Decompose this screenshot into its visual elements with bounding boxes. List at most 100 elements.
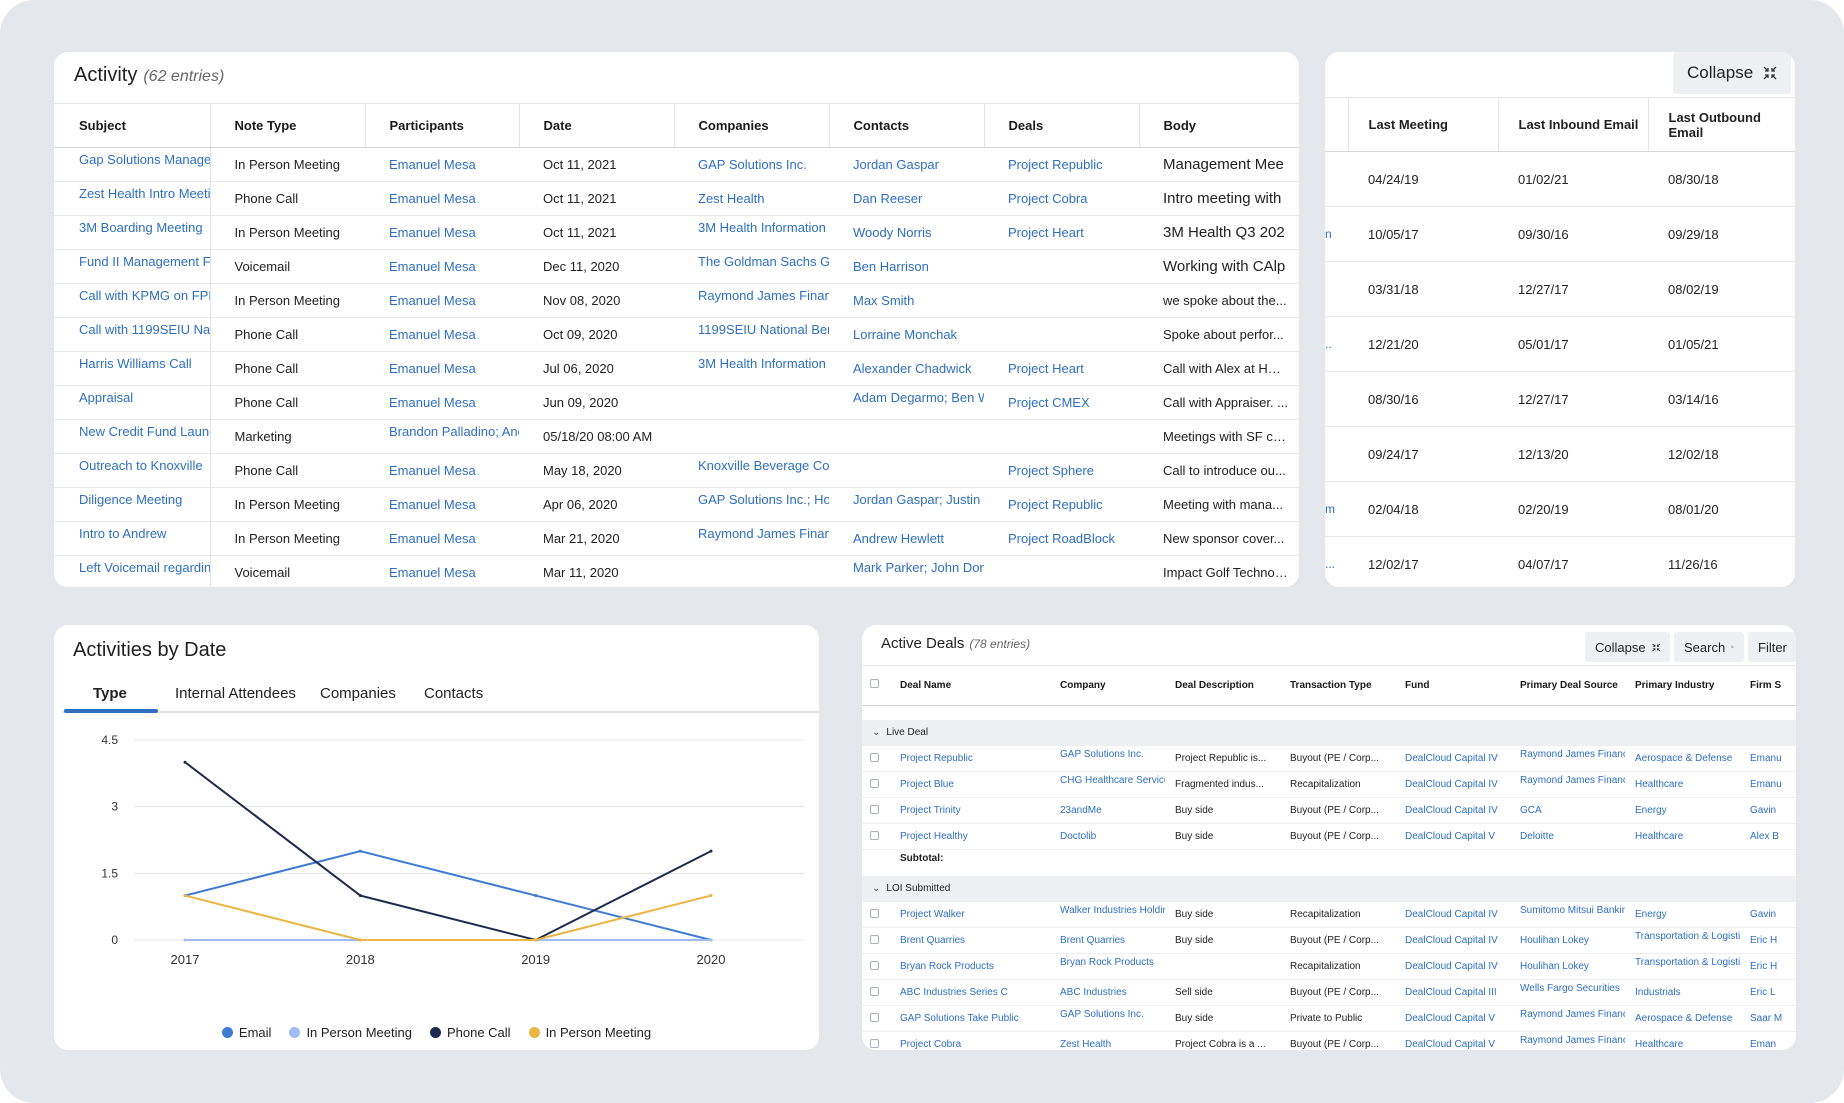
activity-contacts[interactable]: Mark Parker; John Donahue: [829, 555, 984, 587]
deal-name[interactable]: Project Blue: [890, 771, 1050, 798]
deal-name[interactable]: GAP Solutions Take Public: [890, 1005, 1050, 1032]
activity-companies[interactable]: 1199SEIU National Benefit: [674, 317, 829, 352]
activity-contacts[interactable]: Adam Degarmo; Ben W: [829, 385, 984, 420]
activity-contacts[interactable]: Max Smith: [829, 283, 984, 318]
primary-industry[interactable]: Aerospace & Defense: [1625, 1005, 1740, 1032]
tab-internal-attendees[interactable]: Internal Attendees: [175, 685, 296, 702]
activity-col-header[interactable]: Date: [518, 103, 674, 148]
contacts-row[interactable]: m 02/04/18 02/20/19 08/01/20: [1325, 481, 1795, 537]
firm-source[interactable]: Emanu: [1740, 745, 1796, 772]
deals-col-header[interactable]: Transaction Type: [1280, 665, 1395, 706]
activity-subject[interactable]: Fund II Management Fee: [54, 249, 211, 284]
contacts-row[interactable]: 04/24/19 01/02/21 08/30/18: [1325, 151, 1795, 207]
deal-group-row[interactable]: ⌄ LOI Submitted: [862, 867, 1796, 902]
deals-col-header[interactable]: Deal Description: [1165, 665, 1280, 706]
primary-industry[interactable]: Energy: [1625, 901, 1740, 928]
primary-industry[interactable]: Transportation & Logistics: [1625, 927, 1740, 954]
activity-participants[interactable]: Emanuel Mesa: [365, 555, 519, 587]
activity-deals[interactable]: [984, 317, 1139, 352]
activity-row[interactable]: Harris Williams Call Phone Call Emanuel Me…: [54, 351, 1299, 386]
deal-company[interactable]: Bryan Rock Products: [1050, 953, 1165, 980]
activity-companies[interactable]: 3M Health Information: [674, 215, 829, 250]
activity-deals[interactable]: [984, 555, 1139, 587]
fund[interactable]: DealCloud Capital IV: [1395, 927, 1510, 954]
deal-name[interactable]: Project Trinity: [890, 797, 1050, 824]
activity-col-header[interactable]: Deals: [983, 103, 1139, 148]
activity-participants[interactable]: Emanuel Mesa: [365, 283, 519, 318]
select-all-checkbox[interactable]: [870, 679, 879, 688]
row-checkbox[interactable]: [870, 804, 879, 814]
data-point[interactable]: [183, 760, 187, 764]
activity-row[interactable]: Diligence Meeting In Person Meeting Emanue…: [54, 487, 1299, 522]
activity-contacts[interactable]: Jordan Gaspar: [829, 147, 984, 182]
activity-subject[interactable]: Call with 1199SEIU National: [54, 317, 211, 352]
contacts-col-header[interactable]: [1325, 97, 1348, 152]
activity-contacts[interactable]: Woody Norris: [829, 215, 984, 250]
activity-row[interactable]: Intro to Andrew In Person Meeting Emanuel …: [54, 521, 1299, 556]
activity-participants[interactable]: Emanuel Mesa: [365, 147, 519, 182]
deal-group-header[interactable]: ⌄ Live Deal: [862, 711, 1796, 746]
activity-contacts[interactable]: Ben Harrison: [829, 249, 984, 284]
deal-row[interactable]: Brent Quarries Brent Quarries Buy side Buyo…: [862, 927, 1796, 954]
activity-contacts[interactable]: [829, 453, 984, 488]
activity-deals[interactable]: Project Republic: [984, 487, 1139, 522]
activity-contacts[interactable]: Jordan Gaspar; Justin Ro: [829, 487, 984, 522]
row-checkbox-cell[interactable]: [862, 1031, 890, 1050]
primary-industry[interactable]: Healthcare: [1625, 823, 1740, 850]
activity-row[interactable]: Fund II Management FeeVoicemailEmanuel M…: [54, 249, 1299, 284]
deal-name[interactable]: Project Cobra: [890, 1031, 1050, 1050]
primary-industry[interactable]: Energy: [1625, 797, 1740, 824]
activity-col-header[interactable]: Note Type: [209, 103, 365, 148]
deal-group-header[interactable]: ⌄ LOI Submitted: [862, 867, 1796, 902]
activity-subject[interactable]: Outreach to Knoxville: [54, 453, 211, 488]
row-checkbox-cell[interactable]: [862, 1005, 890, 1032]
firm-source[interactable]: Alex B: [1740, 823, 1796, 850]
deal-row[interactable]: Project Blue CHG Healthcare Services Fragm…: [862, 771, 1796, 798]
activity-subject[interactable]: Diligence Meeting: [54, 487, 211, 522]
activity-col-header[interactable]: Body: [1138, 103, 1299, 148]
row-checkbox[interactable]: [870, 908, 879, 918]
row-checkbox[interactable]: [870, 934, 879, 944]
legend-item[interactable]: In Person Meeting: [528, 1025, 651, 1040]
deals-col-header[interactable]: Company: [1050, 665, 1165, 706]
activity-companies[interactable]: [674, 555, 829, 587]
activity-participants[interactable]: Emanuel Mesa: [365, 453, 519, 488]
activity-companies[interactable]: GAP Solutions Inc.; Hou: [674, 487, 829, 522]
primary-deal-source[interactable]: Houlihan Lokey: [1510, 953, 1625, 980]
deal-company[interactable]: GAP Solutions Inc.: [1050, 745, 1165, 772]
deal-group-row[interactable]: ⌄ Live Deal: [862, 711, 1796, 746]
row-checkbox-cell[interactable]: [862, 823, 890, 850]
data-point[interactable]: [709, 894, 713, 898]
activity-deals[interactable]: Project Sphere: [984, 453, 1139, 488]
fund[interactable]: DealCloud Capital IV: [1395, 745, 1510, 772]
row-checkbox[interactable]: [870, 1012, 879, 1022]
deal-row[interactable]: Project Republic GAP Solutions Inc. Projec…: [862, 745, 1796, 772]
activity-deals[interactable]: [984, 249, 1139, 284]
activity-deals[interactable]: Project RoadBlock: [984, 521, 1139, 556]
deals-filter-button[interactable]: Filter: [1748, 632, 1796, 662]
deal-company[interactable]: Zest Health: [1050, 1031, 1165, 1050]
activity-deals[interactable]: Project Cobra: [984, 181, 1139, 216]
row-checkbox-cell[interactable]: [862, 771, 890, 798]
primary-industry[interactable]: Aerospace & Defense: [1625, 745, 1740, 772]
contacts-col-header[interactable]: Last Outbound Email: [1647, 97, 1795, 152]
activity-subject[interactable]: Left Voicemail regarding: [54, 555, 211, 587]
activity-col-header[interactable]: Participants: [364, 103, 519, 148]
activity-row[interactable]: Call with 1199SEIU NationalPhone CallEma…: [54, 317, 1299, 352]
firm-source[interactable]: Eric L: [1740, 979, 1796, 1006]
activity-companies[interactable]: The Goldman Sachs Group: [674, 249, 829, 284]
activity-deals[interactable]: [984, 419, 1139, 454]
primary-industry[interactable]: Industrials: [1625, 979, 1740, 1006]
activity-subject[interactable]: Harris Williams Call: [54, 351, 211, 386]
primary-industry[interactable]: Healthcare: [1625, 771, 1740, 798]
activity-row[interactable]: Call with KPMG on FPE In Person Meeting Em…: [54, 283, 1299, 318]
activity-participants[interactable]: Emanuel Mesa: [365, 385, 519, 420]
fund[interactable]: DealCloud Capital V: [1395, 1005, 1510, 1032]
deals-col-header[interactable]: Primary Industry: [1625, 665, 1740, 706]
fund[interactable]: DealCloud Capital IV: [1395, 953, 1510, 980]
deal-company[interactable]: Doctolib: [1050, 823, 1165, 850]
data-point[interactable]: [709, 938, 713, 942]
contacts-row[interactable]: 09/24/17 12/13/20 12/02/18: [1325, 426, 1795, 482]
activity-contacts[interactable]: Lorraine Monchak: [829, 317, 984, 352]
